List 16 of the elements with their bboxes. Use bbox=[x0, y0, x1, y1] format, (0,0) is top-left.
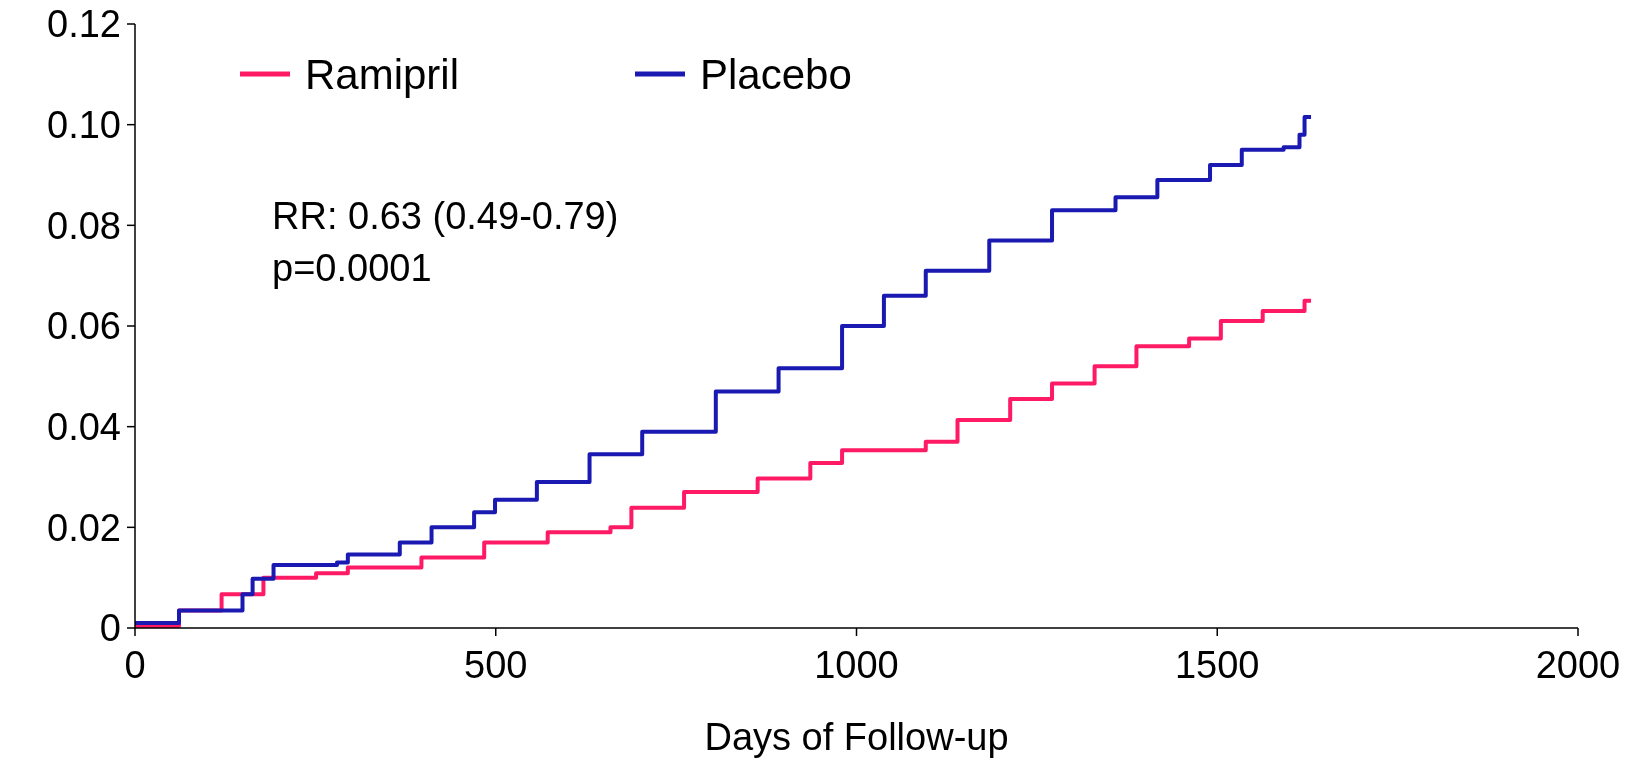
y-tick-label: 0.04 bbox=[47, 405, 121, 448]
annotation: p=0.0001 bbox=[272, 247, 432, 289]
y-tick-label: 0.08 bbox=[47, 204, 121, 247]
y-tick-label: 0.10 bbox=[47, 103, 121, 146]
y-tick-label: 0.02 bbox=[47, 506, 121, 549]
legend-label: Placebo bbox=[700, 50, 852, 98]
x-tick-label: 500 bbox=[464, 644, 528, 686]
x-tick-label: 1000 bbox=[814, 644, 899, 686]
annotation: RR: 0.63 (0.49-0.79) bbox=[272, 195, 619, 237]
y-tick-label: 0.06 bbox=[47, 305, 121, 348]
legend-label: Ramipril bbox=[305, 50, 460, 98]
y-tick-label: 0.12 bbox=[47, 3, 121, 46]
x-axis-title: Days of Follow-up bbox=[704, 716, 1009, 758]
x-tick-label: 2000 bbox=[1535, 644, 1621, 686]
y-tick-label: 0 bbox=[99, 607, 121, 650]
x-tick-label: 1500 bbox=[1174, 644, 1260, 686]
